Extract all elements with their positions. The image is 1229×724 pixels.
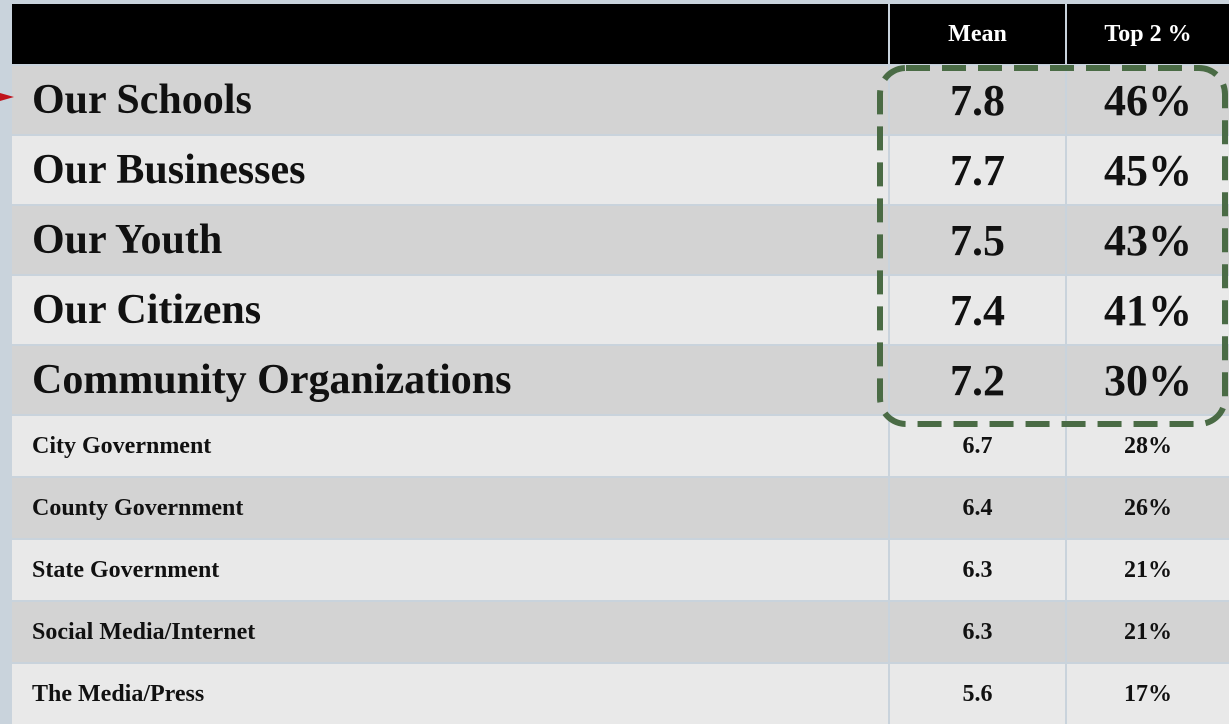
row-label: Our Citizens: [12, 276, 888, 344]
header-cell: [12, 4, 888, 64]
row-mean: 6.3: [890, 602, 1065, 662]
row-label: Our Businesses: [12, 136, 888, 204]
row-label: Our Schools: [12, 66, 888, 134]
row-mean: 7.7: [890, 136, 1065, 204]
row-top: 21%: [1067, 540, 1229, 600]
row-top: 30%: [1067, 346, 1229, 414]
row-mean: 5.6: [890, 664, 1065, 724]
header-top: Top 2 %: [1067, 4, 1229, 64]
row-mean: 7.5: [890, 206, 1065, 274]
row-top: 26%: [1067, 478, 1229, 538]
row-mean: 7.8: [890, 66, 1065, 134]
row-label: County Government: [12, 478, 888, 538]
row-label: Community Organizations: [12, 346, 888, 414]
row-label: State Government: [12, 540, 888, 600]
row-top: 41%: [1067, 276, 1229, 344]
row-mean: 7.2: [890, 346, 1065, 414]
row-mean: 7.4: [890, 276, 1065, 344]
row-mean: 6.4: [890, 478, 1065, 538]
row-top: 46%: [1067, 66, 1229, 134]
row-mean: 6.3: [890, 540, 1065, 600]
row-label: Social Media/Internet: [12, 602, 888, 662]
row-top: 17%: [1067, 664, 1229, 724]
row-label: City Government: [12, 416, 888, 476]
row-mean: 6.7: [890, 416, 1065, 476]
header-mean: Mean: [890, 4, 1065, 64]
row-top: 43%: [1067, 206, 1229, 274]
row-top: 45%: [1067, 136, 1229, 204]
row-label: The Media/Press: [12, 664, 888, 724]
row-top: 21%: [1067, 602, 1229, 662]
row-top: 28%: [1067, 416, 1229, 476]
row-label: Our Youth: [12, 206, 888, 274]
